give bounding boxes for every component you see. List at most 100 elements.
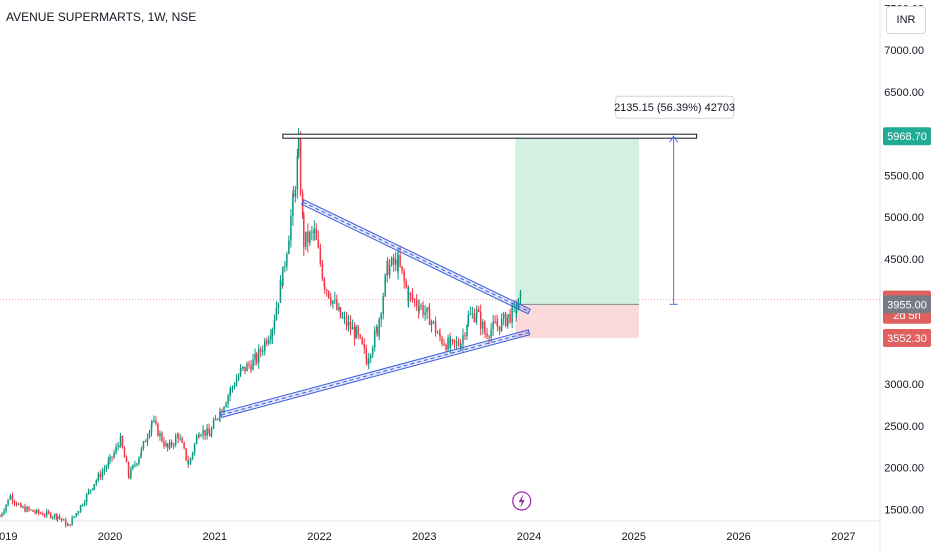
candle[interactable]	[77, 511, 80, 513]
candle[interactable]	[148, 429, 151, 439]
candle[interactable]	[254, 348, 256, 366]
candle[interactable]	[517, 298, 520, 311]
candle[interactable]	[401, 265, 403, 275]
candle[interactable]	[369, 353, 372, 363]
candle[interactable]	[177, 432, 179, 444]
x-axis[interactable]: 2019 2020 2021 2022 2023 2024 2025 2026 2027	[0, 531, 856, 543]
candle[interactable]	[488, 334, 490, 345]
candle[interactable]	[200, 433, 202, 438]
candle[interactable]	[195, 433, 198, 445]
candle[interactable]	[117, 441, 119, 451]
candle[interactable]	[386, 257, 389, 277]
candle[interactable]	[208, 430, 211, 437]
candle[interactable]	[453, 339, 456, 349]
candle[interactable]	[60, 517, 63, 523]
candle[interactable]	[351, 319, 354, 330]
candle[interactable]	[142, 440, 145, 451]
candle[interactable]	[392, 253, 395, 272]
candle[interactable]	[159, 430, 161, 441]
candle[interactable]	[56, 516, 59, 522]
candle[interactable]	[189, 457, 192, 466]
candle[interactable]	[279, 274, 282, 303]
candle[interactable]	[69, 524, 71, 527]
candle[interactable]	[237, 373, 240, 382]
target-zone[interactable]	[515, 136, 640, 305]
candle[interactable]	[494, 315, 496, 325]
candle[interactable]	[95, 478, 98, 487]
candle[interactable]	[99, 470, 102, 480]
candle[interactable]	[338, 303, 340, 312]
candle[interactable]	[451, 338, 454, 345]
candle[interactable]	[347, 314, 350, 332]
candle[interactable]	[170, 439, 173, 449]
candle[interactable]	[85, 492, 88, 506]
candle[interactable]	[263, 338, 266, 356]
candle[interactable]	[284, 260, 286, 273]
candle[interactable]	[34, 509, 36, 515]
candle[interactable]	[413, 298, 416, 308]
y-axis[interactable]: 1500.00 2000.00 2500.00 3000.00 4500.00 5000.…	[884, 3, 924, 516]
candle[interactable]	[277, 302, 280, 315]
candle[interactable]	[409, 291, 412, 302]
candle[interactable]	[282, 266, 284, 287]
candle[interactable]	[30, 509, 32, 511]
candle[interactable]	[509, 308, 511, 325]
candle[interactable]	[1, 512, 3, 518]
candle[interactable]	[345, 311, 348, 331]
candle[interactable]	[286, 251, 288, 271]
candle[interactable]	[212, 417, 215, 430]
candle[interactable]	[248, 360, 250, 369]
candle[interactable]	[428, 302, 431, 326]
candle[interactable]	[411, 288, 414, 304]
candle[interactable]	[155, 416, 157, 426]
candle[interactable]	[43, 512, 46, 518]
candle[interactable]	[67, 523, 69, 526]
candle[interactable]	[187, 460, 190, 465]
candle[interactable]	[447, 334, 449, 352]
candle[interactable]	[103, 465, 106, 476]
candle[interactable]	[420, 303, 422, 310]
candle[interactable]	[17, 502, 20, 506]
candle[interactable]	[28, 505, 30, 512]
candle[interactable]	[268, 335, 270, 346]
candle[interactable]	[206, 423, 208, 440]
candle[interactable]	[261, 345, 264, 356]
candle[interactable]	[73, 516, 75, 519]
candle[interactable]	[115, 443, 117, 456]
candle[interactable]	[185, 448, 187, 462]
candle[interactable]	[303, 211, 305, 257]
candle[interactable]	[365, 353, 368, 366]
candle[interactable]	[475, 305, 478, 325]
candle[interactable]	[7, 499, 9, 507]
currency-selector[interactable]: INR	[886, 6, 926, 34]
candle[interactable]	[225, 401, 227, 408]
candle[interactable]	[93, 483, 96, 491]
candle[interactable]	[441, 335, 443, 347]
candle[interactable]	[113, 449, 115, 460]
candle[interactable]	[271, 327, 274, 344]
candle[interactable]	[339, 306, 342, 319]
candle[interactable]	[134, 460, 136, 468]
candle[interactable]	[502, 311, 505, 326]
candle[interactable]	[166, 442, 169, 452]
candle[interactable]	[380, 312, 382, 328]
candle[interactable]	[378, 317, 380, 341]
candle[interactable]	[227, 393, 229, 409]
candle[interactable]	[399, 246, 401, 268]
candle[interactable]	[183, 441, 185, 450]
candle[interactable]	[242, 366, 244, 372]
candle[interactable]	[87, 488, 90, 495]
stop-zone[interactable]	[515, 304, 640, 338]
candle[interactable]	[181, 436, 183, 444]
candle[interactable]	[357, 324, 359, 340]
candle[interactable]	[121, 435, 124, 449]
candle[interactable]	[255, 351, 258, 366]
candle[interactable]	[39, 511, 42, 515]
candle[interactable]	[20, 503, 22, 508]
candle[interactable]	[216, 418, 219, 421]
candle[interactable]	[307, 223, 309, 253]
candle[interactable]	[138, 456, 140, 466]
candle[interactable]	[244, 366, 246, 375]
candle[interactable]	[297, 128, 300, 159]
candle[interactable]	[165, 440, 167, 448]
